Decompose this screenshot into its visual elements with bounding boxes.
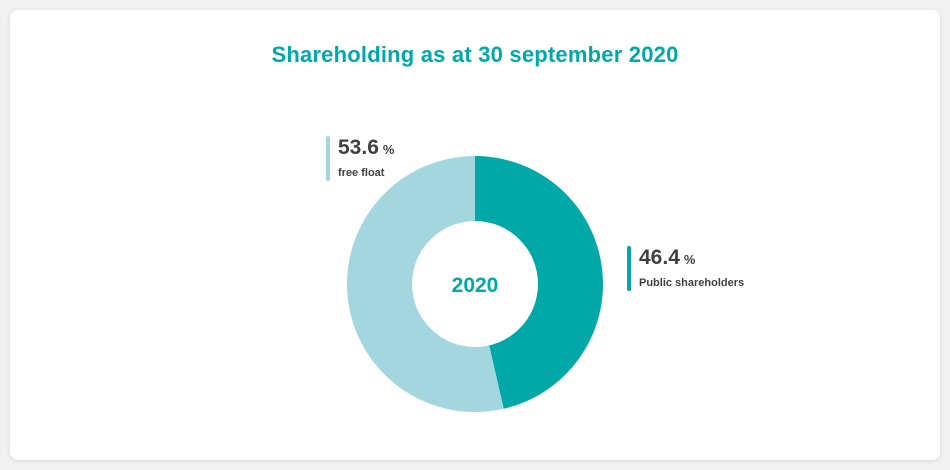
callout-free-float-marker xyxy=(326,136,330,181)
donut-hole xyxy=(412,221,538,347)
callout-public-shareholders-marker xyxy=(627,246,631,291)
public-shareholders-value: 46.4 xyxy=(639,246,680,269)
callout-free-float: 53.6% free float xyxy=(326,136,395,181)
public-shareholders-label: Public shareholders xyxy=(639,277,745,289)
free-float-unit: % xyxy=(382,142,395,157)
free-float-value: 53.6 xyxy=(338,136,379,159)
donut-chart: 2020 xyxy=(347,156,603,412)
donut-slice-public-shareholders xyxy=(475,156,603,409)
free-float-label: free float xyxy=(338,167,385,179)
callout-public-shareholders: 46.4% Public shareholders xyxy=(627,246,745,291)
chart-title: Shareholding as at 30 september 2020 xyxy=(271,42,679,67)
chart-card: Shareholding as at 30 september 2020 202… xyxy=(10,10,940,460)
public-shareholders-unit: % xyxy=(683,252,696,267)
center-label: 2020 xyxy=(452,274,499,297)
